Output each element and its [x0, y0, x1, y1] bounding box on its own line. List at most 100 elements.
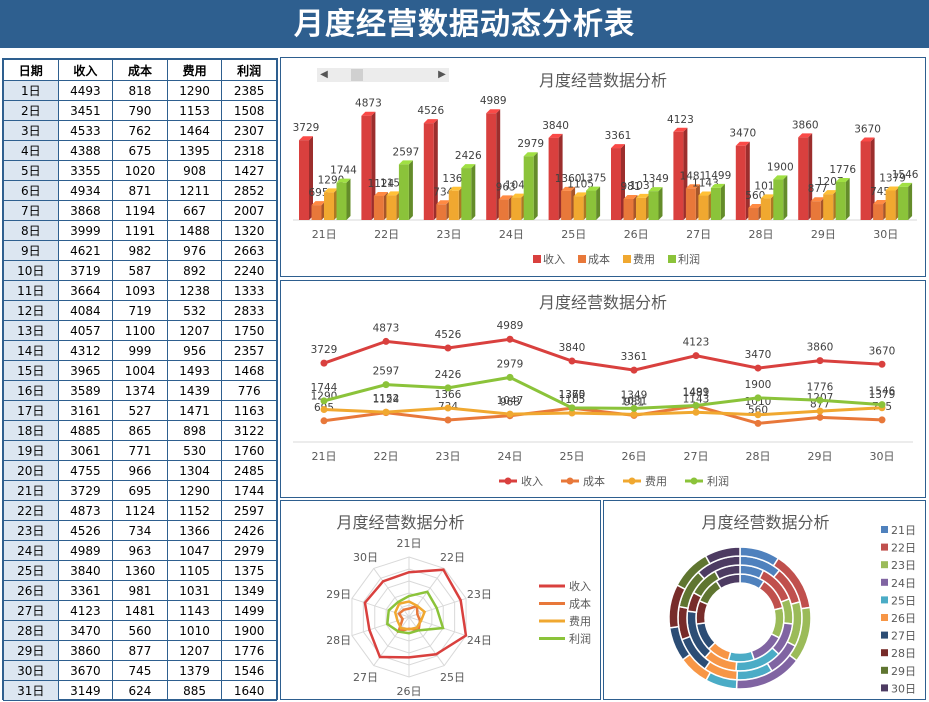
bar-data-label: 734: [433, 186, 453, 198]
table-cell-value: 2240: [221, 260, 277, 281]
legend-swatch: [881, 684, 888, 692]
bar: [885, 190, 896, 220]
bar: [835, 181, 846, 220]
legend-label: 27日: [891, 630, 916, 643]
bar-data-label: 2979: [517, 138, 544, 150]
table-row: 30日 3670 745 1379 1546: [3, 660, 277, 681]
table-cell-value: 1640: [221, 680, 277, 701]
table-cell-value: 1481: [112, 600, 168, 621]
table-cell-date: 8日: [3, 220, 59, 241]
bar-data-label: 3470: [729, 128, 756, 140]
table-cell-value: 4621: [57, 240, 114, 261]
table-row: 29日 3860 877 1207 1776: [3, 640, 277, 661]
table-cell-value: 1100: [112, 320, 168, 341]
table-row: 18日 4885 865 898 3122: [3, 420, 277, 441]
bar-top: [361, 111, 376, 116]
data-point: [692, 408, 700, 416]
table-cell-value: 1546: [221, 660, 277, 681]
legend-swatch: [881, 543, 888, 551]
table-cell-value: 1427: [221, 160, 277, 181]
doughnut-slice: [704, 546, 741, 565]
data-point: [754, 394, 762, 402]
data-point: [382, 408, 390, 416]
bar-top: [735, 141, 750, 146]
bar-data-label: 1776: [829, 164, 856, 176]
table-cell-value: 4934: [57, 180, 114, 201]
table-cell-value: 1143: [166, 600, 223, 621]
table-cell-value: 4885: [57, 420, 114, 441]
data-point: [506, 335, 514, 343]
table-row: 9日 4621 982 976 2663: [3, 240, 277, 261]
table-cell-value: 1010: [166, 620, 223, 641]
table-cell-date: 14日: [3, 340, 59, 361]
data-point: [382, 337, 390, 345]
legend-marker: [628, 477, 636, 485]
table-cell-value: 1493: [166, 360, 223, 381]
table-cell-value: 1508: [221, 100, 277, 121]
scroll-thumb[interactable]: [351, 69, 363, 81]
bar-data-label: 877: [808, 183, 828, 195]
point-data-label: 1124: [373, 394, 400, 406]
legend-label: 成本: [583, 474, 605, 488]
table-cell-value: 908: [166, 160, 223, 181]
table-cell-value: 790: [112, 100, 168, 121]
data-point: [692, 402, 700, 410]
bar: [860, 141, 871, 220]
bar-top: [885, 186, 900, 191]
table-row: 4日 4388 675 1395 2318: [3, 140, 277, 161]
bar-data-label: 695: [308, 187, 328, 199]
x-tick-label: 29日: [808, 450, 833, 463]
table-cell-value: 4312: [57, 340, 114, 361]
day-scrollbar[interactable]: ◀ ▶: [317, 68, 449, 82]
bar: [685, 188, 696, 220]
table-cell-value: 871: [112, 180, 168, 201]
table-cell-value: 885: [166, 680, 223, 701]
table-cell-value: 2979: [221, 540, 277, 561]
table-row: 23日 4526 734 1366 2426: [3, 520, 277, 541]
table-cell-value: 1207: [166, 640, 223, 661]
table-row: 27日 4123 1481 1143 1499: [3, 600, 277, 621]
bar-data-label: 1360: [555, 173, 582, 185]
bar-top: [511, 193, 526, 198]
legend-swatch: [578, 255, 586, 263]
x-tick-label: 26日: [624, 228, 649, 241]
table-cell-value: 1004: [112, 360, 168, 381]
table-cell-value: 1750: [221, 320, 277, 341]
scroll-left-arrow-icon[interactable]: ◀: [320, 69, 328, 80]
scroll-right-arrow-icon[interactable]: ▶: [438, 69, 446, 80]
legend-swatch: [881, 596, 888, 604]
table-cell-value: 1211: [166, 180, 223, 201]
table-cell-value: 1093: [112, 280, 168, 301]
table-cell-date: 27日: [3, 600, 59, 621]
data-point: [506, 373, 514, 381]
bar-top: [823, 190, 838, 195]
x-tick-label: 23日: [436, 450, 461, 463]
legend-label: 收入: [569, 579, 591, 593]
table-cell-date: 17日: [3, 400, 59, 421]
table-cell-date: 31日: [3, 680, 59, 701]
table-header-row: 日期 收入 成本 费用 利润: [3, 59, 277, 81]
table-cell-date: 19日: [3, 440, 59, 461]
table-cell-date: 24日: [3, 540, 59, 561]
bar-data-label: 1546: [892, 169, 919, 181]
x-tick-label: 22日: [374, 450, 399, 463]
radar-axis-label: 27日: [353, 671, 378, 684]
bar-top: [561, 186, 576, 191]
data-point: [444, 344, 452, 352]
bar-top: [523, 152, 538, 157]
x-tick-label: 28日: [749, 228, 774, 241]
table-row: 14日 4312 999 956 2357: [3, 340, 277, 361]
point-data-label: 963: [500, 397, 520, 409]
bar: [710, 187, 721, 220]
table-cell-value: 4493: [57, 80, 114, 101]
legend-label: 30日: [891, 682, 916, 695]
bar-top: [873, 200, 888, 205]
table-cell-value: 2007: [221, 200, 277, 221]
radar-axis-label: 30日: [353, 551, 378, 564]
bar-top: [698, 191, 713, 196]
table-cell-value: 4526: [57, 520, 114, 541]
radar-spoke: [351, 616, 410, 637]
bar-top: [423, 119, 438, 124]
table-cell-date: 28日: [3, 620, 59, 641]
bar: [636, 197, 646, 220]
